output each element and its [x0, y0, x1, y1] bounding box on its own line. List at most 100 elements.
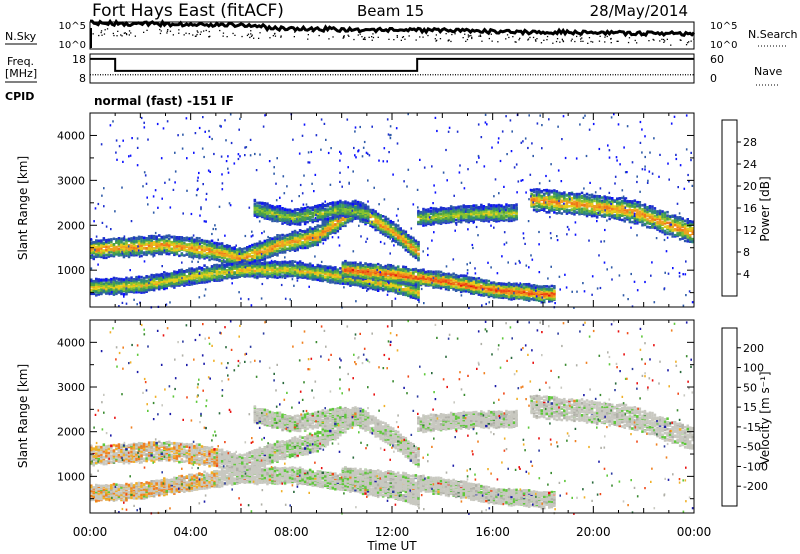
freq-left-label-line1: Freq. [7, 55, 34, 68]
noise-search-point [478, 35, 480, 37]
power-cell [326, 227, 330, 231]
power-cell [127, 248, 131, 252]
noise-search-point [251, 34, 253, 36]
noise-search-point [490, 33, 492, 35]
power-cell [374, 228, 377, 232]
power-cell [397, 274, 400, 278]
noise-search-point [280, 36, 282, 38]
noise-search-point [241, 35, 243, 38]
power-cell [442, 278, 445, 281]
power-cell [195, 248, 199, 251]
power-cell [173, 280, 176, 283]
power-cell [97, 291, 100, 294]
power-cell [374, 276, 377, 280]
power-cell [195, 250, 199, 254]
power-cell [281, 237, 284, 240]
power-cell [105, 281, 108, 284]
power-cell [165, 277, 168, 281]
power-cell [208, 258, 211, 262]
power-cell [120, 253, 123, 256]
power-cell [122, 252, 126, 256]
noise-search-point [159, 32, 162, 35]
power-cell [397, 292, 400, 295]
power-cell [117, 247, 121, 251]
power-cell [193, 238, 196, 242]
power-cell [163, 271, 166, 274]
power-cell [110, 284, 113, 287]
power-cell [278, 240, 282, 243]
power-cell [389, 283, 392, 286]
noise-search-point [194, 35, 197, 37]
power-cell [392, 287, 395, 291]
noise-search-point [447, 40, 449, 42]
power-cell [371, 266, 375, 269]
power-cell [220, 274, 224, 278]
power-cell [163, 243, 166, 247]
power-cell [175, 281, 179, 285]
power-cell [308, 269, 312, 273]
power-cell [190, 283, 194, 286]
power-cell [198, 246, 201, 250]
power-cell [125, 281, 128, 285]
power-cell [228, 247, 231, 250]
power-cell [454, 275, 458, 279]
power-cell [112, 284, 116, 287]
power-cell [404, 272, 408, 276]
power-cell [384, 275, 387, 278]
power-cell [203, 249, 206, 253]
power-cell [95, 249, 98, 252]
power-cell [185, 243, 189, 246]
power-cell [137, 251, 141, 254]
power-cell [253, 269, 257, 272]
noise-search-point [466, 38, 469, 41]
power-cell [354, 280, 357, 284]
power-cell [135, 244, 138, 248]
power-cell [319, 229, 322, 233]
noise-search-point [582, 40, 584, 42]
power-cell [112, 276, 116, 280]
power-cell [233, 271, 236, 275]
power-cell [301, 266, 304, 269]
power-cell [278, 268, 282, 272]
freq-panel-frame [89, 53, 695, 84]
power-cell [150, 242, 153, 245]
noise-search-point [419, 36, 421, 38]
power-cell [344, 218, 347, 222]
noise-search-point [116, 35, 118, 37]
power-cell [316, 272, 319, 275]
power-cell [256, 275, 259, 278]
power-cell [266, 240, 269, 244]
power-cell [281, 269, 284, 272]
power-cell [298, 240, 302, 243]
power-cell [228, 274, 231, 278]
power-cell [449, 285, 453, 289]
power-cell [283, 269, 287, 272]
power-cell [387, 283, 390, 287]
power-cell [283, 246, 287, 249]
power-cell [213, 275, 216, 279]
noise-search-point [587, 42, 589, 44]
power-cell [142, 288, 146, 292]
power-cell [283, 234, 287, 238]
power-cell [392, 284, 395, 287]
power-cell [168, 274, 171, 278]
power-cell [404, 232, 408, 235]
noise-search-point [661, 38, 663, 40]
power-cell [200, 278, 204, 282]
power-cell [168, 244, 171, 247]
power-cell [281, 274, 284, 278]
power-cell [112, 246, 116, 249]
power-cell [427, 283, 430, 286]
power-cell [324, 275, 327, 279]
power-cell [168, 246, 171, 250]
power-cell [417, 287, 420, 291]
power-cell [412, 291, 415, 294]
power-cell [381, 281, 385, 285]
power-cell [203, 253, 206, 256]
power-cell [281, 243, 284, 246]
power-cell [233, 260, 236, 263]
power-cell [256, 272, 259, 276]
power-cell [205, 268, 209, 272]
power-cell [195, 243, 199, 246]
power-cell [414, 297, 418, 300]
